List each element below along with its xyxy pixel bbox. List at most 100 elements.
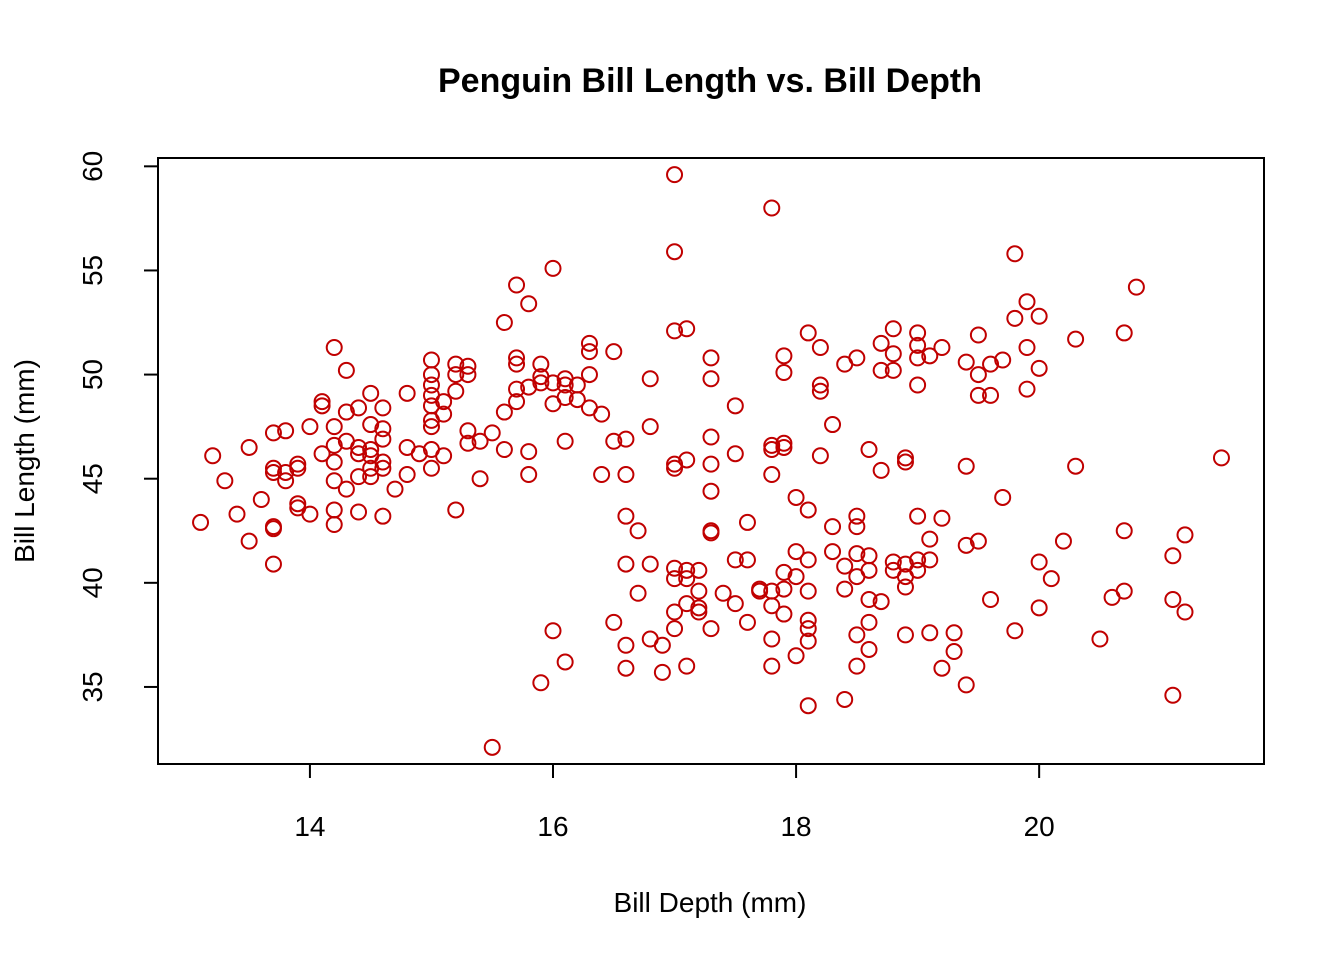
data-point — [544, 622, 562, 640]
data-point — [459, 357, 477, 375]
data-point — [374, 507, 392, 525]
data-point — [240, 532, 258, 550]
data-point — [641, 418, 659, 436]
data-point — [726, 595, 744, 613]
data-point — [1176, 603, 1194, 621]
data-point — [325, 472, 343, 490]
data-point — [763, 199, 781, 217]
data-point — [617, 507, 635, 525]
data-point — [422, 376, 440, 394]
y-axis-label: Bill Length (mm) — [9, 359, 40, 563]
data-point — [301, 505, 319, 523]
data-point — [884, 345, 902, 363]
data-point — [945, 643, 963, 661]
data-point — [580, 343, 598, 361]
x-axis: 14 16 18 20 — [294, 764, 1055, 842]
data-point — [702, 428, 720, 446]
data-point — [726, 551, 744, 569]
data-point — [666, 455, 684, 473]
data-point — [301, 418, 319, 436]
data-point — [289, 495, 307, 513]
data-point — [325, 501, 343, 519]
data-point — [848, 657, 866, 675]
x-tick-label: 18 — [780, 811, 811, 842]
data-point — [350, 468, 368, 486]
data-point — [787, 488, 805, 506]
data-point — [763, 436, 781, 454]
data-point — [921, 347, 939, 365]
data-point — [435, 393, 453, 411]
data-point — [848, 545, 866, 563]
data-point — [775, 363, 793, 381]
data-point — [909, 324, 927, 342]
data-point — [374, 459, 392, 477]
data-point — [799, 620, 817, 638]
data-point — [508, 349, 526, 367]
data-point — [690, 603, 708, 621]
data-point — [1018, 339, 1036, 357]
data-point — [811, 447, 829, 465]
data-point — [702, 455, 720, 473]
data-point — [471, 432, 489, 450]
data-point — [872, 593, 890, 611]
data-point — [192, 513, 210, 531]
data-point — [374, 420, 392, 438]
data-point — [860, 613, 878, 631]
data-point — [325, 418, 343, 436]
data-point — [544, 259, 562, 277]
data-point — [1030, 307, 1048, 325]
data-point — [264, 459, 282, 477]
data-point — [508, 276, 526, 294]
data-point — [422, 366, 440, 384]
data-point — [350, 438, 368, 456]
data-point — [860, 590, 878, 608]
data-point — [544, 374, 562, 392]
data-point — [605, 432, 623, 450]
data-point — [775, 434, 793, 452]
data-point — [836, 580, 854, 598]
data-point — [495, 441, 513, 459]
data-point — [228, 505, 246, 523]
data-point — [775, 605, 793, 623]
data-point — [824, 543, 842, 561]
data-point — [836, 690, 854, 708]
data-point — [653, 663, 671, 681]
data-point — [520, 378, 538, 396]
data-point — [362, 416, 380, 434]
data-point — [1115, 324, 1133, 342]
data-point — [690, 561, 708, 579]
data-point — [1018, 380, 1036, 398]
y-tick-label: 60 — [77, 151, 108, 182]
data-point — [860, 441, 878, 459]
data-point — [508, 393, 526, 411]
data-point — [264, 424, 282, 442]
data-point — [520, 295, 538, 313]
data-point — [787, 543, 805, 561]
data-point — [435, 405, 453, 423]
data-point — [495, 314, 513, 332]
data-point — [860, 561, 878, 579]
data-point — [520, 466, 538, 484]
data-point — [495, 403, 513, 421]
data-point — [799, 324, 817, 342]
data-point — [933, 339, 951, 357]
data-point — [252, 491, 270, 509]
x-tick-label: 20 — [1024, 811, 1055, 842]
data-point — [775, 347, 793, 365]
data-point — [799, 551, 817, 569]
data-point — [1164, 590, 1182, 608]
data-point — [909, 561, 927, 579]
data-point — [277, 463, 295, 481]
data-point — [678, 570, 696, 588]
data-point — [787, 568, 805, 586]
data-point — [799, 632, 817, 650]
data-point — [921, 530, 939, 548]
data-point — [969, 532, 987, 550]
data-point — [447, 366, 465, 384]
x-tick-label: 16 — [537, 811, 568, 842]
data-point — [580, 334, 598, 352]
data-point — [325, 516, 343, 534]
data-point — [289, 459, 307, 477]
data-point — [1212, 449, 1230, 467]
